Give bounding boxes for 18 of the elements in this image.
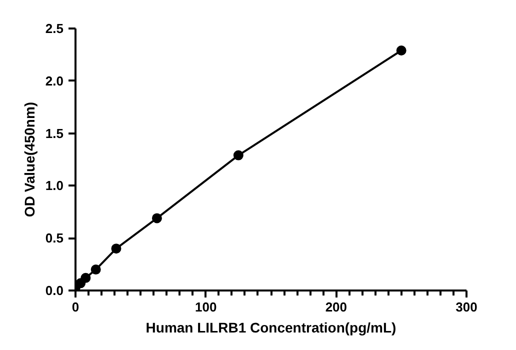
point bbox=[396, 46, 406, 56]
point bbox=[152, 213, 162, 224]
x-tick-label: 0 bbox=[72, 300, 80, 314]
y-tick-label: 2.0 bbox=[45, 73, 64, 88]
y-axis-title: OD Value(450nm) bbox=[21, 102, 38, 218]
x-tick-label: 300 bbox=[456, 300, 478, 314]
x-axis-title: Human LILRB1 Concentration(pg/mL) bbox=[146, 320, 396, 336]
y-tick-label: 1.0 bbox=[45, 178, 64, 194]
y-tick-label: 2.5 bbox=[45, 21, 64, 36]
point bbox=[111, 244, 122, 254]
y-tick-label: 1.5 bbox=[45, 126, 64, 141]
x-tick-label: 100 bbox=[194, 300, 217, 314]
point bbox=[90, 264, 101, 275]
x-tick-label: 200 bbox=[325, 300, 348, 314]
y-tick-label: 0.5 bbox=[45, 230, 64, 246]
y-tick-label: 0.0 bbox=[45, 283, 64, 298]
point bbox=[233, 150, 244, 160]
point bbox=[80, 272, 91, 283]
